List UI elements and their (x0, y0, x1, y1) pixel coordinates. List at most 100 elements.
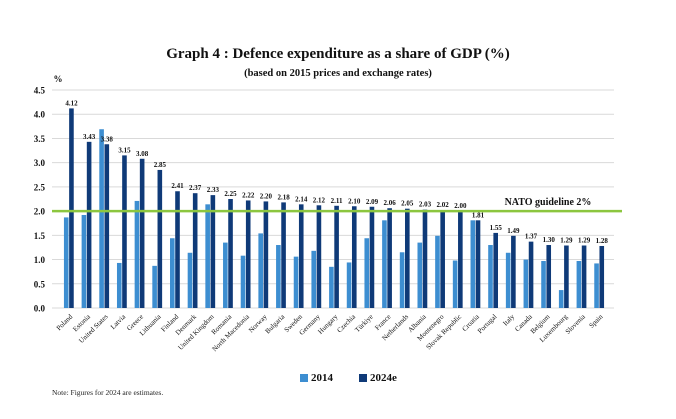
bar-2014 (346, 262, 352, 308)
bar-2024e (245, 200, 251, 308)
data-label-2024e: 2.25 (224, 190, 237, 198)
bar-2024e (546, 245, 552, 308)
data-label-2024e: 1.81 (472, 211, 485, 219)
data-label-2024e: 1.29 (578, 237, 591, 245)
bar-2014 (63, 217, 69, 308)
bar-2014 (187, 252, 193, 308)
bar-2014 (364, 238, 370, 308)
data-label-2024e: 2.09 (366, 198, 379, 206)
bar-2024e (564, 245, 569, 308)
bar-2024e (86, 141, 92, 308)
bar-2024e (122, 155, 127, 308)
bar-2024e (511, 235, 516, 308)
chart-subtitle: (based on 2015 prices and exchange rates… (244, 68, 432, 79)
x-tick-label: Portugal (476, 313, 498, 335)
data-label-2024e: 2.85 (154, 161, 167, 169)
legend-swatch-2014 (300, 374, 308, 382)
data-label-2024e: 2.03 (419, 201, 432, 209)
bar-2024e (599, 245, 605, 308)
bar-2014 (293, 256, 299, 308)
data-label-2024e: 3.43 (83, 133, 96, 141)
legend-item-2014: 2014 (300, 372, 333, 384)
bar-2024e (281, 202, 286, 308)
bar-2014 (399, 252, 405, 308)
data-label-2024e: 3.38 (101, 135, 114, 143)
data-label-2024e: 2.02 (437, 201, 450, 209)
bar-2014 (329, 266, 334, 308)
bar-2014 (134, 200, 140, 308)
bar-2024e (104, 144, 110, 308)
y-tick-label: 0.5 (34, 279, 46, 289)
data-label-2024e: 3.15 (118, 146, 131, 154)
data-label-2024e: 2.18 (277, 193, 290, 201)
bar-2024e (351, 206, 357, 308)
y-tick-label: 4.0 (34, 110, 46, 120)
bar-2014 (99, 129, 104, 308)
bar-2014 (382, 220, 387, 308)
x-tick-label: Bulgaria (264, 312, 287, 335)
y-axis-unit: % (54, 74, 63, 84)
data-label-2024e: 2.20 (260, 192, 273, 200)
bar-2014 (81, 214, 87, 308)
x-tick-label: Czechia (335, 312, 357, 334)
y-tick-label: 2.5 (34, 182, 46, 192)
x-tick-label: Italy (501, 312, 516, 327)
bar-2024e (493, 232, 498, 308)
bar-2024e (192, 193, 198, 308)
bar-2024e (69, 108, 74, 308)
y-tick-label: 3.5 (34, 134, 46, 144)
bar-2014 (240, 255, 246, 308)
chart-title: Graph 4 : Defence expenditure as a share… (166, 46, 510, 62)
bar-2014 (594, 263, 599, 308)
bar-2024e (263, 201, 269, 308)
data-label-2024e: 2.41 (171, 182, 184, 190)
data-label-2024e: 2.14 (295, 195, 308, 203)
bar-2024e (157, 169, 163, 308)
bar-2024e (405, 208, 410, 308)
data-label-2024e: 2.06 (384, 199, 397, 207)
bar-2024e (139, 158, 145, 308)
bar-2024e (175, 191, 180, 308)
label-layer: 4.12 3.43 3.38 3.15 3.08 2.85 2.41 2.37 2.33 2.25… (65, 99, 608, 245)
y-tick-label: 2.0 (34, 207, 46, 217)
bar-2024e (528, 241, 534, 308)
data-label-2024e: 1.28 (596, 237, 609, 245)
legend-swatch-2024e (359, 374, 367, 382)
data-label-2024e: 1.29 (560, 237, 573, 245)
data-label-2024e: 2.10 (348, 197, 361, 205)
data-label-2024e: 1.37 (525, 233, 538, 241)
bar-2014 (470, 220, 476, 308)
bar-2024e (387, 208, 392, 308)
bar-2014 (505, 252, 511, 308)
bar-2014 (541, 261, 546, 308)
bar-2014 (170, 238, 175, 308)
data-label-2024e: 3.08 (136, 150, 149, 158)
bar-2014 (523, 259, 529, 308)
bar-2024e (475, 220, 481, 308)
data-label-2024e: 1.49 (507, 227, 520, 235)
x-tick-label: Latvia (109, 312, 128, 331)
bar-2024e (369, 206, 375, 308)
data-label-2024e: 2.12 (313, 196, 326, 204)
bar-2014 (116, 262, 122, 308)
bar-2014 (152, 265, 157, 308)
bar-2024e (316, 205, 322, 308)
data-label-2024e: 2.37 (189, 184, 202, 192)
bar-2024e (210, 195, 216, 308)
x-tick-label: Spain (588, 312, 605, 329)
nato-guideline-label: NATO guideline 2% (505, 197, 592, 208)
bar-2024e (458, 211, 463, 308)
x-tick-label: Hungary (316, 312, 339, 335)
legend-label-2024e: 2024e (370, 372, 397, 384)
data-label-2024e: 2.11 (331, 197, 343, 205)
bar-2014 (223, 242, 228, 308)
bar-2014 (311, 250, 317, 308)
bar-2014 (258, 233, 263, 308)
y-tick-label: 4.5 (34, 86, 46, 96)
y-tick-label: 3.0 (34, 158, 46, 168)
legend-label-2014: 2014 (311, 372, 333, 384)
bar-2014 (417, 242, 423, 308)
data-label-2024e: 2.22 (242, 191, 255, 199)
bar-2024e (334, 205, 339, 308)
